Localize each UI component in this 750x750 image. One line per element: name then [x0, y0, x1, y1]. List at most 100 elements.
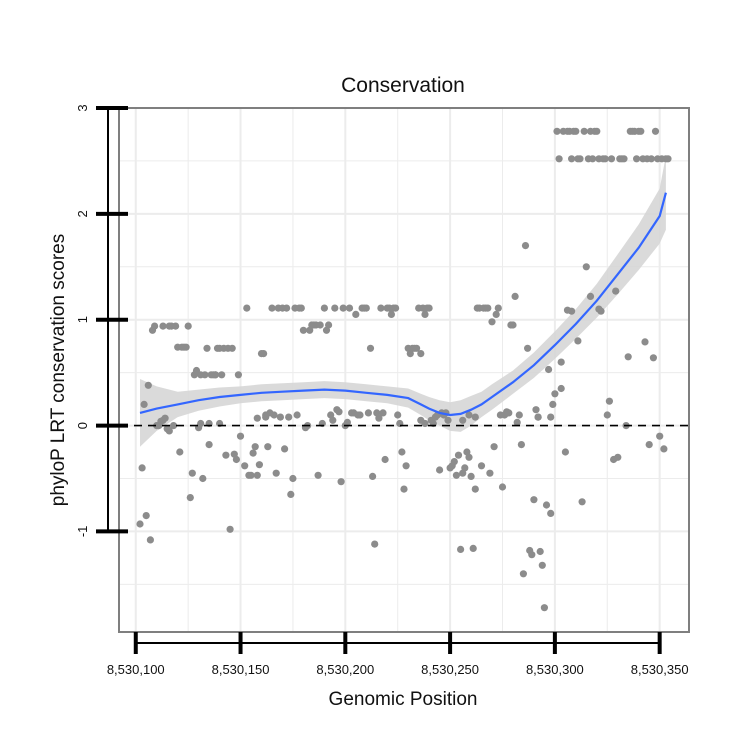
data-point	[283, 304, 291, 312]
data-point	[176, 448, 184, 456]
data-point	[538, 561, 546, 569]
x-tick-label: 8,530,100	[107, 662, 165, 677]
data-point	[511, 292, 519, 300]
data-point	[337, 478, 345, 486]
data-point	[505, 409, 513, 417]
data-point	[471, 485, 479, 493]
data-point	[542, 501, 551, 509]
data-point	[356, 411, 364, 419]
data-point	[402, 462, 410, 470]
axes: 8,530,100 8,530,150 8,530,200 8,530,250 8,53…	[75, 104, 689, 677]
data-point	[264, 443, 272, 451]
y-tick-label: 1	[75, 316, 90, 323]
data-point	[494, 304, 502, 312]
confidence-ribbon-group	[140, 155, 666, 447]
data-point	[343, 418, 351, 426]
data-point	[140, 400, 148, 408]
data-point	[633, 155, 641, 163]
data-point	[484, 304, 492, 312]
data-point	[260, 350, 268, 358]
data-point	[572, 127, 580, 135]
data-point	[205, 441, 213, 449]
data-point	[486, 469, 494, 477]
data-point	[578, 498, 586, 506]
smooth-line-group	[139, 192, 667, 417]
data-point	[345, 304, 354, 312]
data-point	[203, 344, 211, 352]
data-point	[547, 413, 555, 421]
data-point	[197, 419, 205, 428]
data-point	[325, 321, 333, 329]
data-point	[165, 427, 173, 435]
data-point	[651, 127, 660, 135]
data-point	[159, 322, 167, 330]
data-point	[593, 127, 601, 135]
data-point	[465, 453, 473, 461]
data-point	[146, 536, 154, 544]
data-point	[519, 570, 528, 578]
data-point	[436, 466, 444, 474]
data-point	[352, 310, 360, 318]
data-point	[660, 445, 668, 453]
data-point	[199, 474, 207, 483]
data-point	[228, 344, 236, 352]
data-point	[605, 397, 614, 405]
data-point	[595, 305, 603, 313]
data-point	[557, 384, 565, 393]
x-tick-label: 8,530,150	[212, 662, 270, 677]
data-point	[253, 414, 261, 422]
y-tick-label: 2	[75, 210, 90, 217]
data-point	[142, 511, 150, 520]
data-point	[377, 304, 385, 312]
data-point	[582, 263, 590, 271]
data-point	[637, 127, 645, 135]
data-point	[236, 432, 245, 440]
data-point	[547, 509, 555, 517]
data-point	[151, 322, 159, 330]
data-point	[530, 496, 538, 504]
data-point	[647, 155, 655, 163]
data-point	[276, 413, 284, 421]
x-tick-label: 8,530,350	[631, 662, 689, 677]
x-axis-title: Genomic Position	[329, 689, 478, 710]
data-point	[528, 551, 536, 559]
data-point	[400, 485, 408, 493]
y-axis-title: phyloP LRT conservation scores	[48, 234, 69, 507]
data-point	[641, 338, 649, 346]
data-point	[563, 306, 572, 314]
data-point	[614, 453, 622, 461]
data-point	[366, 344, 375, 352]
data-point	[375, 414, 383, 422]
data-point	[211, 371, 219, 379]
data-point	[362, 304, 370, 312]
data-point	[620, 155, 628, 163]
data-point	[392, 304, 400, 312]
data-point	[540, 604, 549, 612]
data-point	[656, 432, 664, 440]
data-point	[226, 525, 234, 533]
data-point	[138, 464, 146, 472]
data-point	[297, 304, 305, 312]
data-point	[589, 155, 597, 163]
data-point	[272, 469, 280, 477]
y-tick-label: 3	[75, 104, 90, 111]
data-point	[251, 443, 259, 451]
data-point	[394, 411, 402, 419]
data-point	[488, 318, 496, 326]
data-point	[387, 310, 395, 318]
data-point	[574, 337, 582, 345]
data-point	[561, 448, 570, 456]
data-point	[469, 544, 477, 553]
data-point	[549, 400, 557, 408]
data-point	[664, 155, 672, 163]
data-point	[477, 462, 486, 470]
data-point	[490, 443, 498, 451]
data-point	[144, 381, 152, 389]
data-point	[586, 292, 595, 300]
data-point	[253, 471, 261, 479]
data-point	[184, 322, 192, 330]
data-point	[262, 413, 270, 421]
data-point	[270, 411, 278, 419]
